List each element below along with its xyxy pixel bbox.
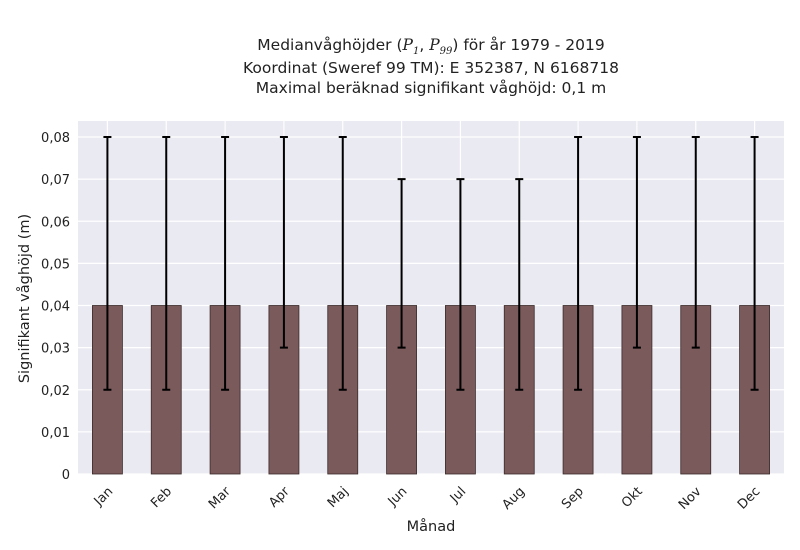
chart-title-line-3: Maximal beräknad signifikant våghöjd: 0,… (255, 79, 607, 97)
x-tick-label: Aug (500, 484, 529, 513)
x-tick-label: Feb (148, 484, 175, 511)
x-tick-label: Dec (735, 484, 763, 512)
x-tick-label: Jun (385, 484, 411, 510)
chart-title-line-2: Koordinat (Sweref 99 TM): E 352387, N 61… (243, 59, 619, 77)
y-tick-label: 0,01 (41, 426, 70, 441)
y-tick-label: 0,06 (41, 215, 70, 230)
y-tick-label: 0,08 (41, 131, 70, 146)
x-tick-label: Okt (619, 484, 646, 511)
title-p1: P1 (402, 36, 420, 58)
y-axis-label: Signifikant våghöjd (m) (16, 214, 33, 383)
y-tick-label: 0,02 (41, 384, 70, 399)
x-axis-label: Månad (407, 518, 456, 535)
title-prefix: Medianvåghöjder ( (257, 36, 403, 54)
chart-title-line-1: Medianvåghöjder (P1, P99) för år 1979 - … (78, 36, 784, 57)
x-tick-label: Mar (206, 484, 234, 512)
title-p99: P99 (429, 36, 453, 58)
title-comma: , (419, 36, 430, 54)
title-suffix: ) för år 1979 - 2019 (452, 36, 605, 54)
y-tick-label: 0,05 (41, 257, 70, 272)
x-tick-label: Apr (266, 484, 293, 511)
x-tick-label: Sep (559, 484, 587, 512)
y-tick-label: 0,04 (41, 300, 70, 315)
y-tick-label: 0,07 (41, 173, 70, 188)
plot-area (78, 121, 784, 474)
y-ticks: 0 0,01 0,02 0,03 0,04 0,05 0,06 0,07 0,08 (41, 131, 70, 483)
x-ticks: Jan Feb Mar Apr Maj Jun Jul Aug Sep Okt Nov Dec (91, 484, 764, 513)
x-tick-label: Jan (91, 484, 116, 509)
y-tick-label: 0 (62, 468, 70, 483)
x-tick-label: Maj (325, 484, 352, 511)
x-tick-label: Jul (447, 484, 469, 506)
x-tick-label: Nov (676, 484, 705, 513)
error-bars (103, 136, 759, 391)
y-tick-label: 0,03 (41, 342, 70, 357)
